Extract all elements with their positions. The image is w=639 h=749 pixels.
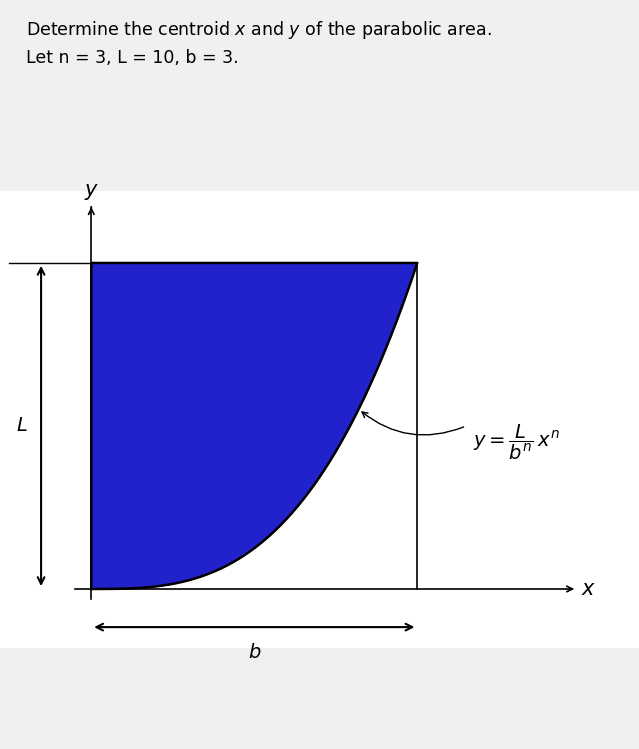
Text: Let n = 3, L = 10, b = 3.: Let n = 3, L = 10, b = 3. [26, 49, 238, 67]
Text: $y$: $y$ [84, 182, 99, 202]
Text: $x$: $x$ [581, 579, 596, 599]
Text: Determine the centroid $x$ and $y$ of the parabolic area.: Determine the centroid $x$ and $y$ of th… [26, 19, 491, 40]
Text: $b$: $b$ [247, 643, 261, 662]
Text: $y = \dfrac{L}{b^n}\,x^n$: $y = \dfrac{L}{b^n}\,x^n$ [473, 422, 560, 462]
Polygon shape [91, 263, 417, 589]
Text: $L$: $L$ [17, 416, 28, 435]
